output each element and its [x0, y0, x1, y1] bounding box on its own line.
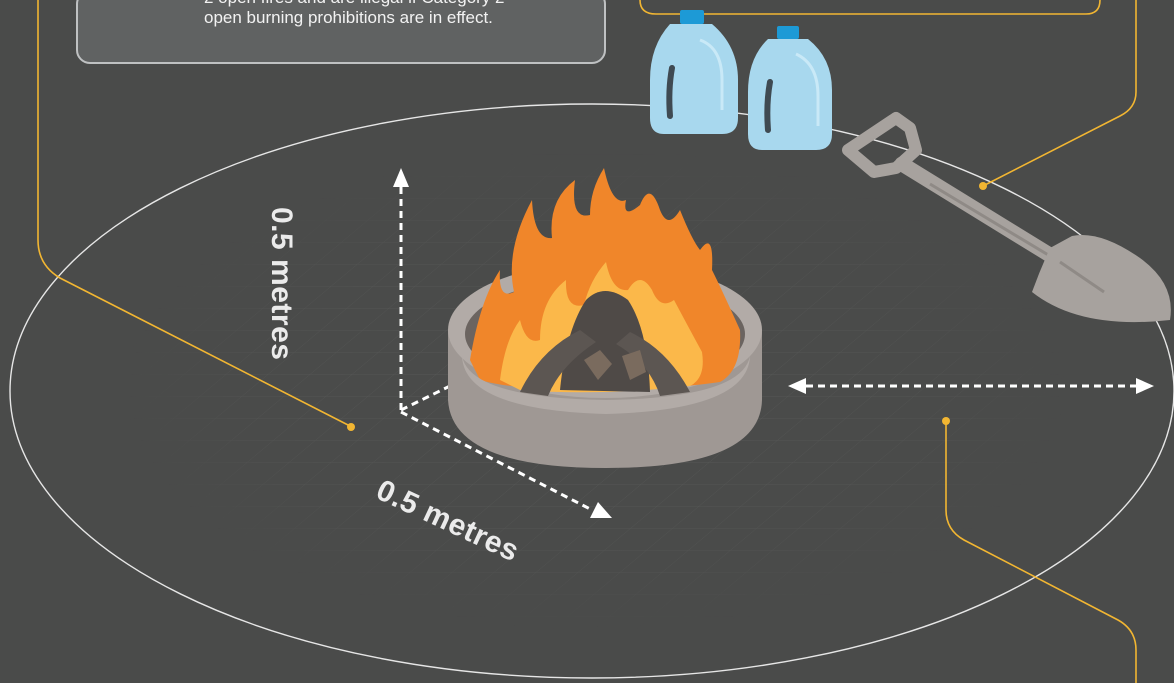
callout-dot-left: [347, 423, 355, 431]
shovel-icon: [842, 112, 1171, 323]
fire-pit-icon: [448, 168, 762, 468]
water-jug-icon: [748, 26, 832, 150]
log-left: [520, 330, 596, 396]
height-dimension-label: 0.5 metres: [265, 207, 298, 361]
log-right: [616, 332, 690, 396]
ember: [622, 350, 646, 380]
callout-line-bottom-right: [945, 421, 1137, 683]
info-note-box: 2 open fires and are illegal if Category…: [76, 0, 606, 64]
callout-dot-shovel: [979, 182, 987, 190]
dashed-back-leg: [400, 384, 451, 412]
info-note-line: 2 open fires and are illegal if Category…: [204, 0, 604, 8]
dashed-arrow-icon: [393, 168, 409, 410]
water-jug-icon: [650, 10, 738, 134]
callout-line-top-box: [639, 0, 1101, 15]
dashed-arrow-icon: [788, 378, 1154, 394]
clearance-ellipse: [9, 103, 1174, 679]
info-note-line: open burning prohibitions are in effect.: [204, 8, 493, 27]
callout-line-left: [37, 0, 351, 427]
callout-dot-bottom-right: [942, 417, 950, 425]
dashed-arrow-icon: [400, 410, 612, 518]
callout-lines: [37, 0, 1137, 683]
ember: [584, 350, 612, 380]
info-note-text: 2 open fires and are illegal if Category…: [204, 0, 604, 28]
callout-line-shovel: [982, 0, 1137, 187]
